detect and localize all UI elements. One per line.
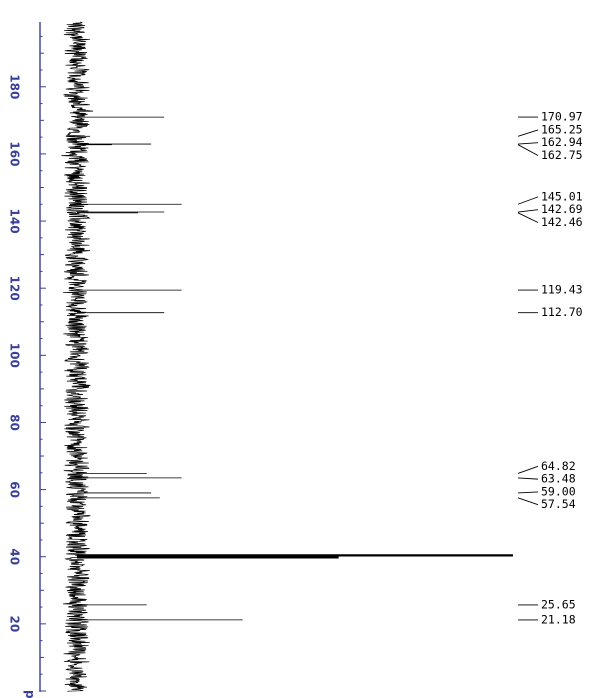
ppm-axis-ticks: 180 160 140 120 100 80 60 40 20 [8,35,46,692]
peak-label: 25.65 [541,597,576,611]
peak-label-leader [517,497,539,506]
peak-label: 162.94 [541,135,583,149]
peak-label-leader [517,196,539,205]
baseline-noise [61,21,94,692]
peak-label: 63.48 [541,472,576,486]
peak-label: 165.25 [541,122,583,136]
peak-label: 119.43 [541,283,583,297]
peak-label-leader [517,144,539,156]
peak-label-leader [517,491,539,494]
axis-tick-label: 100 [8,343,22,368]
peak-label: 21.18 [541,612,576,626]
spectrum-peaks [77,116,513,621]
peak-label-leader [517,465,539,474]
baseline-noise-trace [61,21,94,692]
axis-tick-label: 80 [8,414,22,431]
peak-label-leader [517,129,539,137]
axis-tick-label: 180 [8,74,22,99]
peak-label: 142.46 [541,215,583,229]
axis-tick-label: 20 [8,616,22,633]
axis-tick-label: 60 [8,481,22,498]
axis-tick-label: 120 [8,276,22,301]
peak-label: 59.00 [541,484,576,498]
peak-label: 170.97 [541,110,583,124]
peak-label: 64.82 [541,459,576,473]
axis-tick-label: 40 [8,548,22,565]
peak-label: 142.69 [541,202,583,216]
axis-unit-label: ppm [23,690,37,698]
axis-tick-label: 140 [8,209,22,234]
peak-label: 145.01 [541,189,583,203]
peak-label: 162.75 [541,148,583,162]
peak-label-leader [517,142,539,145]
peak-label-leader [517,212,539,223]
peak-label-leader [517,209,539,213]
peak-label: 112.70 [541,305,583,319]
peak-label-leader [517,477,539,480]
axis-tick-label: 160 [8,141,22,166]
peak-label: 57.54 [541,497,576,511]
